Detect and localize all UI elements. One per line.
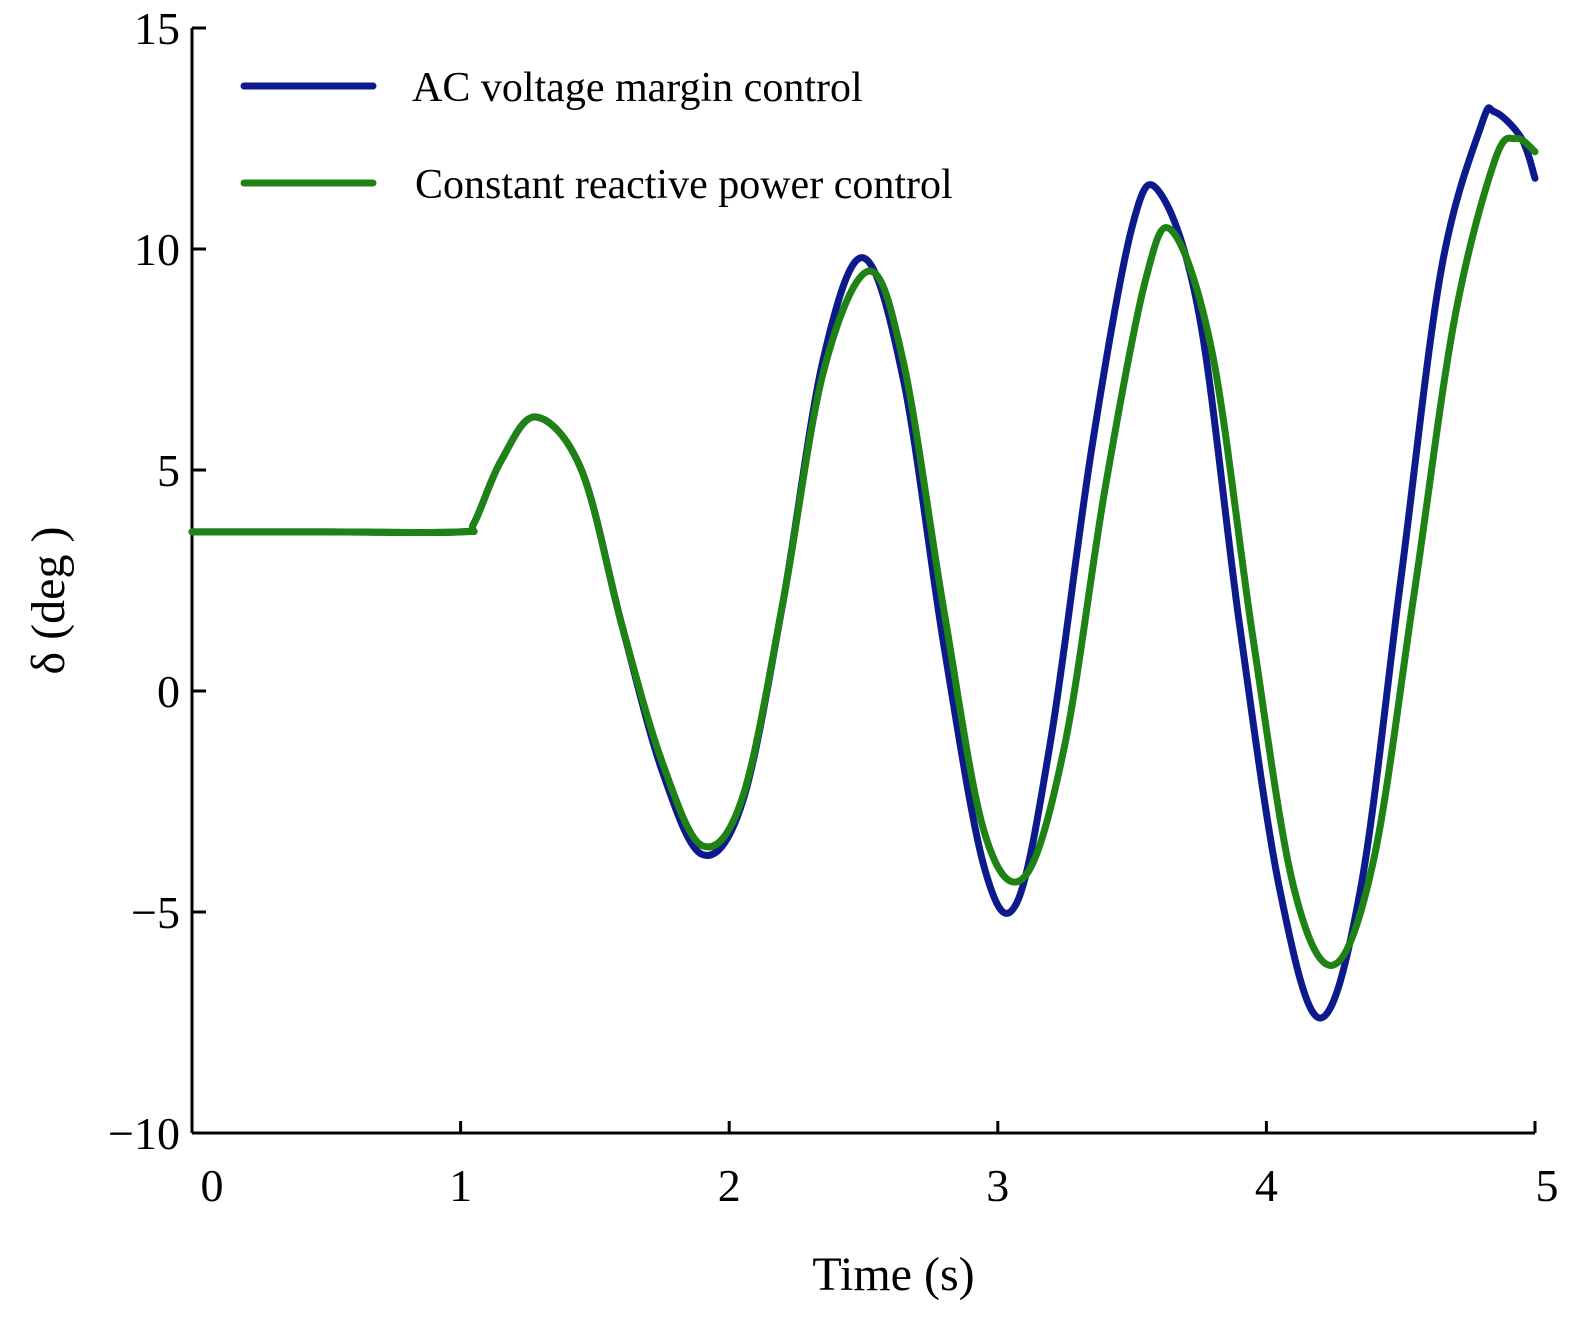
- y-tick-label: −10: [108, 1108, 180, 1159]
- x-tick-label: 0: [201, 1160, 224, 1211]
- legend-item-ac-voltage-margin-control: AC voltage margin control: [240, 65, 863, 111]
- x-tick-label: 4: [1255, 1160, 1278, 1211]
- series-group: [188, 104, 1539, 1022]
- legend-label: Constant reactive power control: [415, 162, 953, 208]
- y-tick-label: 0: [157, 666, 180, 717]
- y-tick-label: 5: [157, 445, 180, 496]
- x-tick-label: 1: [449, 1160, 472, 1211]
- y-tick-label: −5: [131, 887, 180, 938]
- legend: AC voltage margin control Constant reacti…: [240, 65, 953, 208]
- x-axis-title: Time (s): [812, 1248, 974, 1301]
- series-line-constant-reactive-power-control: [188, 134, 1539, 969]
- y-axis-title: δ (deg ): [22, 527, 75, 675]
- x-tick-label: 3: [986, 1160, 1009, 1211]
- x-tick-label: 5: [1536, 1160, 1559, 1211]
- y-tick-label: 10: [134, 224, 180, 275]
- legend-label: AC voltage margin control: [412, 65, 863, 111]
- series-line-ac-voltage-margin-control: [188, 104, 1539, 1022]
- x-tick-label: 2: [718, 1160, 741, 1211]
- legend-item-constant-reactive-power-control: Constant reactive power control: [240, 162, 953, 208]
- axes: −10 −5 0 5 10 15 0 1 2 3 4 5: [108, 3, 1558, 1211]
- y-tick-label: 15: [134, 3, 180, 54]
